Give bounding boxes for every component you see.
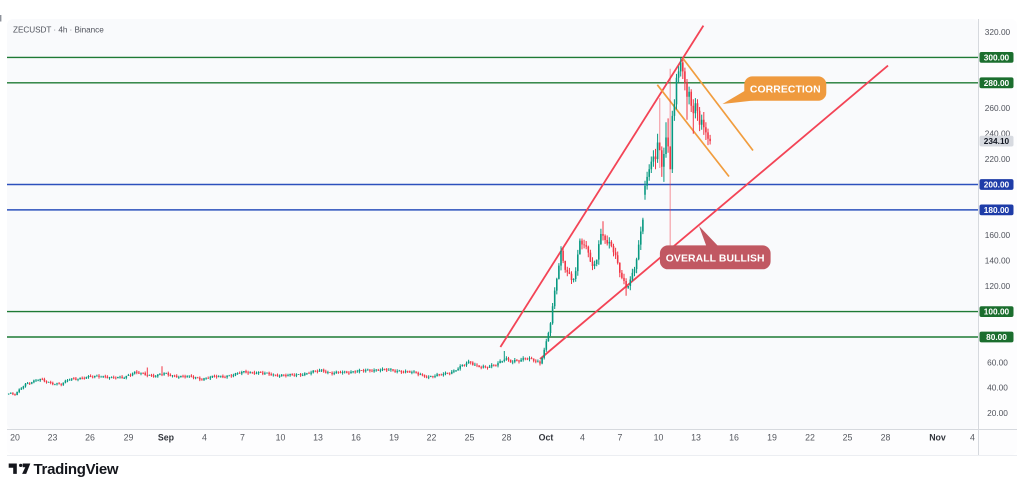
svg-text:10: 10 (276, 432, 286, 442)
svg-text:26: 26 (85, 432, 95, 442)
svg-text:CORRECTION: CORRECTION (750, 84, 821, 95)
svg-text:260.00: 260.00 (985, 103, 1011, 113)
svg-text:100.00: 100.00 (984, 307, 1010, 317)
svg-text:10: 10 (654, 432, 664, 442)
svg-text:TradingView: TradingView (34, 461, 119, 478)
svg-text:4: 4 (580, 432, 585, 442)
svg-text:4: 4 (970, 432, 975, 442)
svg-text:160.00: 160.00 (985, 230, 1011, 240)
svg-text:240.00: 240.00 (985, 129, 1011, 139)
svg-text:80.00: 80.00 (986, 332, 1007, 342)
svg-text:20.00: 20.00 (987, 408, 1008, 418)
svg-text:7: 7 (618, 432, 623, 442)
svg-text:280.00: 280.00 (984, 78, 1010, 88)
svg-text:7: 7 (240, 432, 245, 442)
svg-text:Sep: Sep (158, 432, 175, 442)
svg-text:25: 25 (843, 432, 853, 442)
svg-text:ZECUSDT · 4h · Binance: ZECUSDT · 4h · Binance (13, 26, 104, 35)
svg-text:OVERALL BULLISH: OVERALL BULLISH (666, 253, 765, 264)
svg-text:25: 25 (465, 432, 475, 442)
svg-text:320.00: 320.00 (985, 27, 1011, 37)
svg-text:16: 16 (729, 432, 739, 442)
svg-text:23: 23 (48, 432, 58, 442)
svg-text:220.00: 220.00 (985, 154, 1011, 164)
svg-text:Nov: Nov (929, 432, 946, 442)
svg-text:29: 29 (124, 432, 134, 442)
svg-text:20: 20 (10, 432, 20, 442)
svg-text:300.00: 300.00 (984, 52, 1010, 62)
svg-text:16: 16 (351, 432, 361, 442)
svg-text:120.00: 120.00 (985, 281, 1011, 291)
svg-text:19: 19 (389, 432, 399, 442)
svg-text:180.00: 180.00 (984, 205, 1010, 215)
svg-text:60.00: 60.00 (987, 357, 1008, 367)
svg-text:19: 19 (767, 432, 777, 442)
svg-text:200.00: 200.00 (984, 180, 1010, 190)
svg-text:28: 28 (881, 432, 891, 442)
svg-text:4: 4 (202, 432, 207, 442)
svg-text:28: 28 (502, 432, 512, 442)
svg-text:22: 22 (427, 432, 437, 442)
svg-text:40.00: 40.00 (987, 383, 1008, 393)
svg-text:140.00: 140.00 (985, 256, 1011, 266)
svg-text:13: 13 (313, 432, 323, 442)
svg-text:22: 22 (805, 432, 815, 442)
svg-text:234.10: 234.10 (984, 136, 1010, 146)
svg-text:13: 13 (691, 432, 701, 442)
svg-text:Oct: Oct (539, 432, 554, 442)
